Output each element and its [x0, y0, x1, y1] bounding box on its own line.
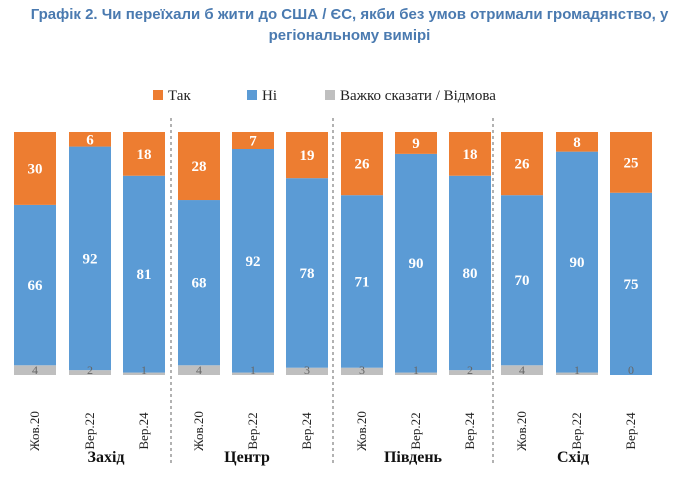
bar-2-1-tick-label: Вер.22 — [408, 412, 423, 449]
bar-1-0-no-label: 68 — [192, 276, 207, 292]
bar-0-2-no-segment — [123, 175, 165, 373]
legend-hard-swatch — [325, 90, 335, 100]
bar-3-2-yes-label: 25 — [624, 155, 639, 171]
bar-1-1-hard-label: 1 — [250, 363, 256, 377]
bar-2-0-hard-label: 3 — [359, 363, 365, 377]
bar-3-1-no-label: 90 — [570, 255, 585, 271]
bar-1-1-yes-label: 7 — [249, 134, 257, 150]
bar-0-2-no-label: 81 — [137, 267, 152, 283]
bar-1-2-hard-segment — [286, 367, 328, 375]
bar-0-2-hard-segment — [123, 372, 165, 375]
bar-2-0-no-label: 71 — [355, 274, 370, 290]
bar-0-1-hard-label: 2 — [87, 363, 93, 377]
bar-1-1-tick-label: Вер.22 — [245, 412, 260, 449]
bar-1-2-tick-label: Вер.24 — [299, 412, 314, 450]
bar-3-1-hard-segment — [556, 372, 598, 375]
bar-3-2-yes-segment — [610, 132, 652, 193]
legend-no-label: Ні — [262, 88, 277, 104]
bar-0-1-no-segment — [69, 146, 111, 371]
bar-1-0-hard-label: 4 — [196, 363, 202, 377]
bar-3-0-tick-label: Жов.20 — [514, 411, 529, 451]
bar-1-1-no-segment — [232, 149, 274, 373]
legend-yes-swatch — [153, 90, 163, 100]
bar-1-2-hard-label: 3 — [304, 363, 310, 377]
bar-2-1-hard-label: 1 — [413, 363, 419, 377]
bar-2-2-hard-label: 2 — [467, 363, 473, 377]
bar-2-1-yes-label: 9 — [412, 136, 420, 152]
bar-1-2-no-segment — [286, 178, 328, 368]
legend-no-swatch — [247, 90, 257, 100]
bar-3-2-no-label: 75 — [624, 277, 639, 293]
bar-0-0-hard-segment — [14, 365, 56, 375]
bar-2-2-tick-label: Вер.24 — [462, 412, 477, 450]
bar-1-2-yes-segment — [286, 132, 328, 179]
bar-1-0-tick-label: Жов.20 — [191, 411, 206, 451]
bar-0-2-tick-label: Вер.24 — [136, 412, 151, 450]
bar-0-1-hard-segment — [69, 370, 111, 375]
bar-1-0-yes-label: 28 — [192, 159, 207, 175]
bar-1-0-no-segment — [178, 200, 220, 366]
bar-0-0-no-label: 66 — [28, 278, 44, 294]
legend-yes-label: Так — [168, 88, 191, 104]
bar-3-1-tick-label: Вер.22 — [569, 412, 584, 449]
bar-3-0-yes-label: 26 — [515, 157, 531, 173]
bar-0-0-yes-label: 30 — [28, 161, 43, 177]
bar-3-0-hard-segment — [501, 365, 543, 375]
bar-2-1-no-segment — [395, 153, 437, 373]
bar-2-1-no-label: 90 — [409, 256, 424, 272]
bar-2-0-yes-label: 26 — [355, 157, 371, 173]
bar-3-0-yes-segment — [501, 132, 543, 196]
bar-0-2-yes-segment — [123, 132, 165, 176]
bar-2-0-yes-segment — [341, 132, 383, 196]
legend: Так Ні Важко сказати / Відмова — [153, 88, 496, 104]
bar-2-1-yes-segment — [395, 132, 437, 154]
group-separators — [170, 118, 494, 465]
bar-0-0-hard-label: 4 — [32, 363, 38, 377]
bar-3-2-no-segment — [610, 192, 652, 375]
bar-3-1-hard-label: 1 — [574, 363, 580, 377]
bar-3-1-no-segment — [556, 151, 598, 373]
bars: 3066469221881128684792119783267139901188… — [14, 132, 652, 377]
bar-1-1-no-label: 92 — [246, 254, 261, 270]
bar-2-2-hard-segment — [449, 370, 491, 375]
bar-0-2-yes-label: 18 — [137, 147, 152, 163]
bar-3-2-tick-label: Вер.24 — [623, 412, 638, 450]
bar-0-1-yes-segment — [69, 132, 111, 147]
bar-2-1-hard-segment — [395, 372, 437, 375]
bar-0-1-no-label: 92 — [83, 251, 98, 267]
bar-2-0-hard-segment — [341, 367, 383, 375]
bar-3-1-yes-segment — [556, 132, 598, 152]
bar-3-0-no-segment — [501, 195, 543, 366]
group-label-0: Захід — [88, 449, 125, 466]
legend-hard-label: Важко сказати / Відмова — [340, 88, 496, 104]
bar-2-2-no-label: 80 — [463, 266, 478, 282]
bar-3-1-yes-label: 8 — [573, 135, 581, 151]
bar-1-2-no-label: 78 — [300, 266, 315, 282]
group-label-2: Південь — [384, 449, 443, 466]
chart-title: Графік 2. Чи переїхали б жити до США / Є… — [30, 6, 669, 44]
bar-3-2-hard-label: 0 — [628, 363, 634, 377]
bar-1-0-yes-segment — [178, 132, 220, 201]
bar-1-1-hard-segment — [232, 372, 274, 375]
bar-0-2-hard-label: 1 — [141, 363, 147, 377]
bar-2-0-tick-label: Жов.20 — [354, 411, 369, 451]
bar-0-0-yes-segment — [14, 132, 56, 205]
bar-0-1-tick-label: Вер.22 — [82, 412, 97, 449]
bar-3-0-no-label: 70 — [515, 273, 530, 289]
group-label-1: Центр — [224, 449, 270, 466]
bar-0-1-yes-label: 6 — [86, 132, 94, 148]
bar-2-0-no-segment — [341, 195, 383, 368]
bar-2-2-yes-label: 18 — [463, 147, 478, 163]
bar-1-1-yes-segment — [232, 132, 274, 150]
bar-1-2-yes-label: 19 — [300, 148, 315, 164]
bar-1-0-hard-segment — [178, 365, 220, 375]
bar-2-2-yes-segment — [449, 132, 491, 176]
group-label-3: Схід — [557, 449, 589, 466]
axis-labels: Жов.20 Вер.22 Вер.24 Жов.20 Вер.22 Вер.24 Жов.… — [27, 411, 638, 466]
bar-0-0-tick-label: Жов.20 — [27, 411, 42, 451]
bar-2-2-no-segment — [449, 175, 491, 371]
bar-0-0-no-segment — [14, 204, 56, 366]
bar-3-0-hard-label: 4 — [519, 363, 525, 377]
